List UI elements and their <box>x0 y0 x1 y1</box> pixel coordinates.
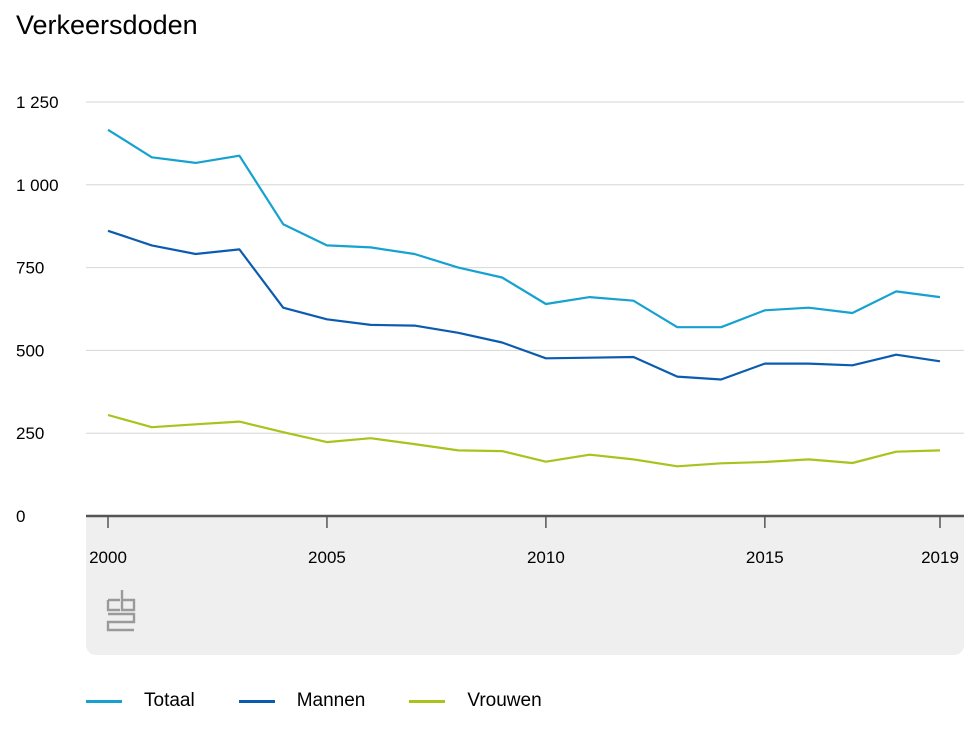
x-tick-label: 2010 <box>527 548 565 567</box>
series-line-vrouwen <box>107 413 941 468</box>
cbs-logo-icon <box>106 590 136 632</box>
legend-item-vrouwen[interactable]: Vrouwen <box>409 690 542 712</box>
x-tick-label: 2019 <box>921 548 959 567</box>
legend: Totaal Mannen Vrouwen <box>86 690 586 712</box>
legend-swatch <box>409 699 446 703</box>
legend-item-mannen[interactable]: Mannen <box>238 690 366 712</box>
x-tick-label: 2000 <box>89 548 127 567</box>
legend-label: Totaal <box>144 690 195 711</box>
legend-item-totaal[interactable]: Totaal <box>86 690 195 712</box>
x-tick-label: 2015 <box>746 548 784 567</box>
legend-label: Mannen <box>296 690 366 711</box>
series-line-totaal <box>107 128 941 329</box>
line-chart: 0 250 500 750 1 000 1 250 2000 2005 2010 2015 201… <box>16 93 964 655</box>
x-tick-label: 2005 <box>308 548 346 567</box>
y-tick-label: 1 000 <box>16 176 59 195</box>
x-axis-ticks: 2000 2005 2010 2015 2019 <box>89 516 959 567</box>
y-tick-label: 250 <box>16 424 44 443</box>
y-axis-ticks: 0 250 500 750 1 000 1 250 <box>16 93 59 526</box>
chart-title: Verkeersdoden <box>16 10 198 40</box>
y-tick-label: 0 <box>16 507 25 526</box>
legend-swatch <box>238 699 275 703</box>
legend-label: Vrouwen <box>467 690 542 711</box>
y-tick-label: 750 <box>16 259 44 278</box>
legend-swatch <box>86 699 122 703</box>
series-lines <box>107 128 941 468</box>
y-tick-label: 500 <box>16 341 44 360</box>
series-line-mannen <box>107 229 941 381</box>
y-tick-label: 1 250 <box>16 93 59 112</box>
x-axis-band <box>86 515 964 655</box>
gridlines <box>86 101 964 518</box>
